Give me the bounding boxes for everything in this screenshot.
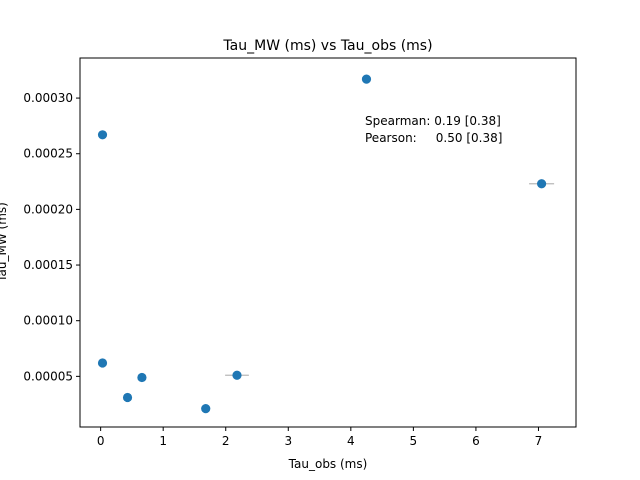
x-tick-label: 1	[159, 434, 167, 448]
y-tick-label: 0.00015	[23, 258, 73, 272]
y-tick-label: 0.00005	[23, 369, 73, 383]
y-tick-label: 0.00010	[23, 314, 73, 328]
x-tick-label: 7	[535, 434, 543, 448]
x-axis: 0 1 2 3 4 5 6 7	[97, 427, 542, 448]
chart-title: Tau_MW (ms) vs Tau_obs (ms)	[222, 38, 432, 54]
spearman-annotation: Spearman: 0.19 [0.38]	[365, 114, 501, 128]
pearson-annotation: Pearson: 0.50 [0.38]	[365, 131, 502, 145]
x-tick-label: 0	[97, 434, 105, 448]
data-point-1	[97, 358, 108, 368]
data-points	[97, 74, 547, 414]
x-tick-label: 5	[410, 434, 418, 448]
x-axis-label: Tau_obs (ms)	[288, 457, 368, 471]
data-point-7	[536, 179, 547, 189]
plot-area	[80, 58, 576, 427]
data-point-4	[201, 404, 211, 414]
data-point-3	[137, 372, 147, 383]
y-tick-label: 0.00020	[23, 202, 73, 216]
x-tick-label: 2	[222, 434, 230, 448]
x-tick-label: 4	[347, 434, 355, 448]
data-point-6	[361, 74, 372, 84]
data-point-2	[122, 392, 133, 403]
y-tick-label: 0.00030	[23, 91, 73, 105]
x-tick-label: 6	[472, 434, 480, 448]
x-tick-label: 3	[284, 434, 292, 448]
y-axis-label: Tau_MW (ms)	[0, 202, 9, 283]
data-point-5	[232, 370, 242, 380]
axes-frame	[79, 57, 577, 428]
y-tick-label: 0.00025	[23, 147, 73, 161]
data-point-0	[97, 130, 108, 140]
y-axis: 0.00005 0.00010 0.00015 0.00020 0.00025 0.000…	[23, 91, 80, 383]
